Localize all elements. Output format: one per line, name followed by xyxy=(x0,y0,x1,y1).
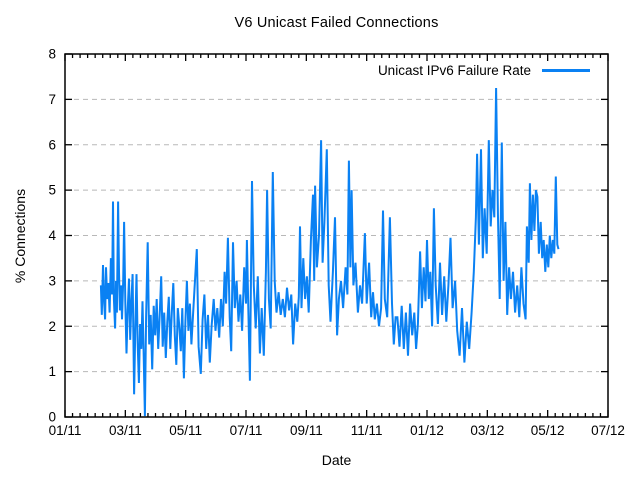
y-axis-title: % Connections xyxy=(12,188,28,284)
x-axis-title: Date xyxy=(321,452,352,468)
x-tick-label: 11/11 xyxy=(351,423,383,438)
x-tick-label: 01/12 xyxy=(410,423,444,438)
x-tick-label: 05/12 xyxy=(531,423,565,438)
legend: Unicast IPv6 Failure Rate xyxy=(378,62,590,78)
y-tick-label: 7 xyxy=(48,92,56,107)
x-tick-label: 07/11 xyxy=(230,423,263,438)
x-tick-label: 03/12 xyxy=(470,423,504,438)
x-tick-label: 01/11 xyxy=(49,423,82,438)
x-tick-labels: 01/11 03/11 05/11 07/11 09/11 11/11 01/12 03/12… xyxy=(49,423,625,438)
y-tick-label: 5 xyxy=(48,183,56,198)
legend-label: Unicast IPv6 Failure Rate xyxy=(377,62,531,78)
series-line-unicast-ipv6-failure-rate xyxy=(99,87,560,417)
y-tick-label: 2 xyxy=(48,319,56,334)
axis-ticks xyxy=(64,53,609,418)
chart-title: V6 Unicast Failed Connections xyxy=(234,15,439,31)
y-tick-label: 8 xyxy=(48,47,56,62)
y-tick-label: 3 xyxy=(48,273,56,288)
y-tick-label: 1 xyxy=(48,364,56,379)
x-tick-label: 03/11 xyxy=(109,423,142,438)
y-tick-labels: 0 1 2 3 4 5 6 7 8 xyxy=(48,47,56,425)
x-tick-label: 07/12 xyxy=(591,423,625,438)
y-tick-label: 4 xyxy=(48,228,56,243)
x-tick-label: 09/11 xyxy=(290,423,323,438)
y-tick-label: 6 xyxy=(48,137,56,152)
legend-line-sample xyxy=(542,68,590,72)
y-tick-label: 0 xyxy=(48,410,56,425)
x-tick-label: 05/11 xyxy=(169,423,202,438)
